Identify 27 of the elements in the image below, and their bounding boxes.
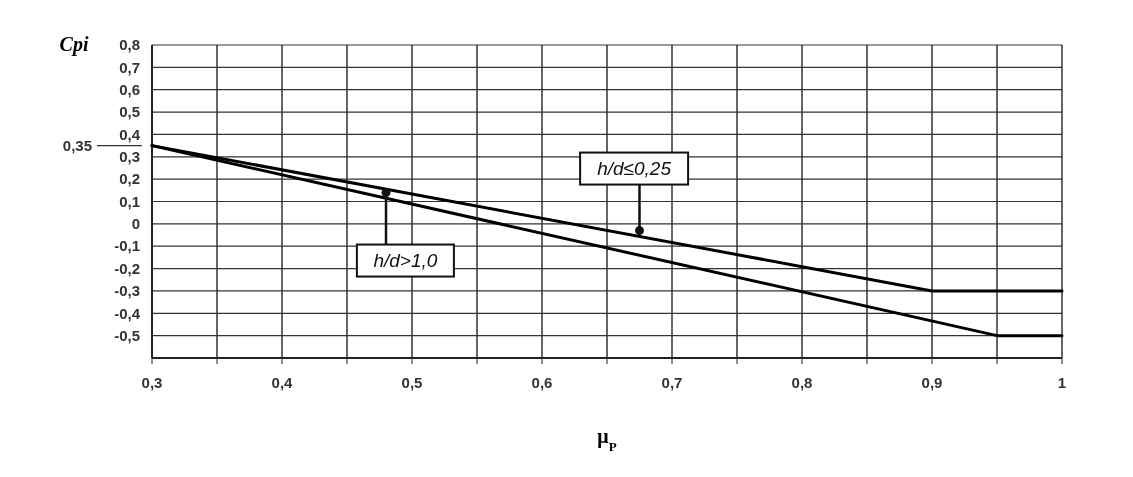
y-tick-label: 0,8 <box>119 36 140 54</box>
annotation: h/d≤0,25 <box>597 158 672 180</box>
y-tick-label: -0,4 <box>114 304 141 322</box>
y-tick-label: -0,2 <box>114 259 140 277</box>
annotation: h/d>1,0 <box>373 250 438 272</box>
y-tick-label: 0 <box>131 215 140 233</box>
x-tick-label: 0,9 <box>921 374 943 391</box>
x-tick-label: 1 <box>1057 374 1067 391</box>
x-tick-label: 0,5 <box>401 374 423 391</box>
y-tick-label: -0,1 <box>114 237 140 255</box>
x-tick-label: 0,6 <box>531 374 553 391</box>
x-tick-label: 0,4 <box>271 374 294 391</box>
y-axis-title: Cpi <box>59 33 89 56</box>
ref-line-label: 0,35 <box>62 136 92 154</box>
y-tick-label: 0,7 <box>119 58 140 76</box>
x-tick-label: 0,3 <box>141 374 163 391</box>
y-tick-label: -0,5 <box>114 326 140 344</box>
y-tick-label: 0,6 <box>119 80 140 98</box>
y-tick-label: 0,5 <box>119 103 140 121</box>
x-tick-label: 0,8 <box>791 374 813 391</box>
x-axis-title: μ$_{P}$ <box>597 425 617 454</box>
y-tick-label: 0,1 <box>119 192 140 210</box>
y-tick-label: 0,3 <box>119 148 140 166</box>
y-tick-label: -0,3 <box>114 282 140 300</box>
y-tick-label: 0,2 <box>119 170 140 188</box>
y-tick-label: 0,4 <box>119 125 141 143</box>
x-tick-label: 0,7 <box>661 374 683 391</box>
